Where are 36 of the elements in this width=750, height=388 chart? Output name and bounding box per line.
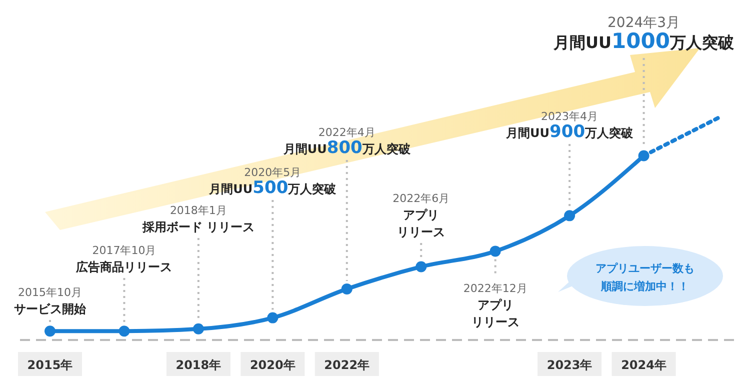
annotation: サービス開始 xyxy=(14,302,87,316)
annotation: リリース xyxy=(471,315,520,329)
annotation: リリース xyxy=(397,225,446,239)
annotation: 2022年6月 xyxy=(392,192,450,205)
x-tick-label: 2018年 xyxy=(176,358,222,372)
annotation: 採用ボード リリース xyxy=(141,220,255,234)
point xyxy=(267,312,278,324)
point xyxy=(341,283,352,294)
point xyxy=(564,210,576,222)
x-tick-label: 2023年 xyxy=(546,358,592,372)
annotation: 2022年12月 xyxy=(463,282,528,295)
x-tick-label: 2015年 xyxy=(27,358,73,372)
x-tick-label: 2022年 xyxy=(324,358,370,372)
point xyxy=(490,246,501,257)
x-tick-label: 2020年 xyxy=(250,358,296,372)
annotation: 2018年1月 xyxy=(170,204,227,217)
annotation: アプリ xyxy=(403,208,440,222)
annotation: 月間UU800万人突破 xyxy=(282,138,412,158)
annotation: 2015年10月 xyxy=(18,286,82,299)
annotation: 2020年5月 xyxy=(244,166,302,179)
annotation: 月間UU900万人突破 xyxy=(505,122,634,142)
annotation: 順調に増加中！！ xyxy=(600,280,689,293)
annotation: 2017年10月 xyxy=(92,244,156,257)
point xyxy=(44,326,56,337)
point xyxy=(192,323,204,334)
annotation: 月間UU500万人突破 xyxy=(208,178,338,198)
annotation: 2022年4月 xyxy=(318,126,376,139)
annotation: アプリユーザー数も xyxy=(596,262,694,275)
point xyxy=(416,261,427,272)
annotation: アプリ xyxy=(477,298,514,312)
point xyxy=(118,326,130,337)
annotation: 2023年4月 xyxy=(541,110,598,123)
annotation: 広告商品リリース xyxy=(75,260,172,274)
x-tick-label: 2024年 xyxy=(621,358,666,372)
text: 2024年3月 xyxy=(608,15,680,31)
text: 月間UU1000万人突破 xyxy=(552,29,735,53)
